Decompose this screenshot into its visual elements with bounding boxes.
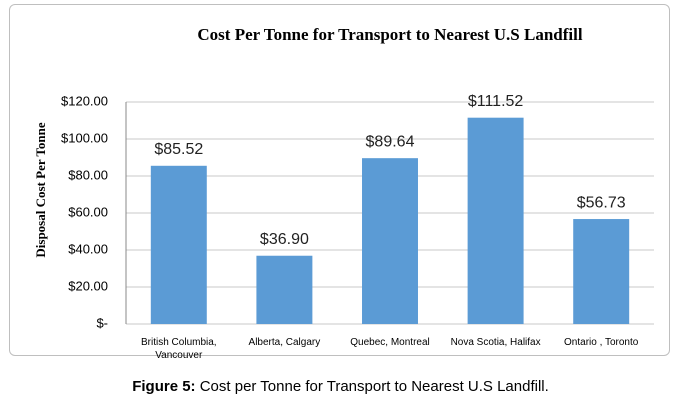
y-tick-label: $40.00	[68, 241, 108, 256]
bar	[573, 219, 630, 324]
y-axis-label: Disposal Cost Per Tonne	[33, 122, 48, 257]
data-label: $36.90	[260, 231, 309, 248]
caption: Figure 5: Cost per Tonne for Transport t…	[0, 378, 681, 395]
data-label: $89.64	[366, 133, 415, 150]
bar	[256, 255, 313, 324]
data-label: $85.52	[154, 141, 203, 158]
bar	[150, 165, 207, 324]
caption-label: Figure 5:	[132, 378, 196, 395]
data-label: $56.73	[577, 194, 626, 211]
chart-title: Cost Per Tonne for Transport to Nearest …	[197, 25, 583, 44]
data-label: $111.52	[468, 93, 524, 110]
x-tick-label: Alberta, Calgary	[248, 337, 321, 348]
x-tick-label: British Columbia, Vancouver	[141, 337, 217, 361]
y-tick-label: $120.00	[61, 93, 108, 108]
bar	[362, 158, 418, 324]
y-tick-label: $60.00	[68, 204, 108, 219]
bar	[467, 117, 524, 324]
y-tick-label: $20.00	[68, 278, 108, 293]
x-tick-label: Nova Scotia, Halifax	[450, 337, 541, 348]
x-tick-label: Ontario , Toronto	[564, 337, 639, 348]
y-tick-label: $-	[96, 315, 108, 330]
chart-frame	[9, 4, 670, 356]
x-tick-label: Quebec, Montreal	[350, 337, 430, 348]
y-tick-label: $80.00	[68, 167, 108, 182]
caption-text: Cost per Tonne for Transport to Nearest …	[199, 378, 549, 395]
y-tick-label: $100.00	[61, 130, 108, 145]
